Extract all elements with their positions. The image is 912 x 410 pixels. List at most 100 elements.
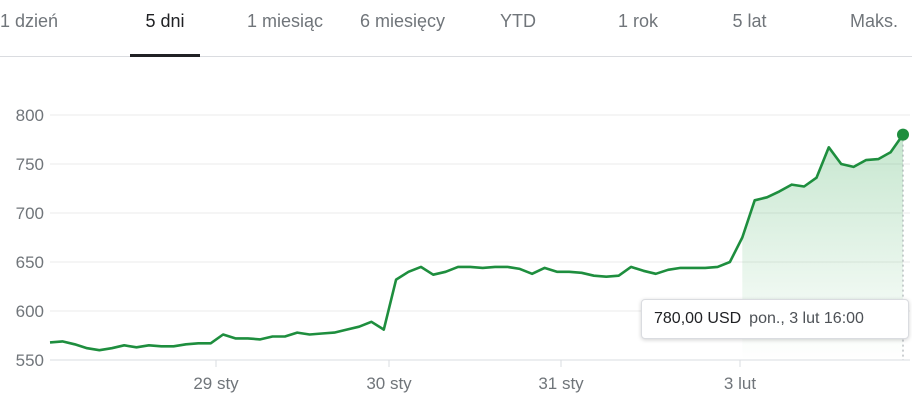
data-point — [457, 266, 459, 268]
x-tick-label: 30 sty — [366, 374, 412, 393]
tab-0[interactable]: 1 dzień — [0, 0, 59, 56]
data-point — [679, 267, 681, 269]
data-point — [593, 275, 595, 277]
data-point — [531, 273, 533, 275]
tab-label: 1 miesiąc — [246, 11, 324, 31]
data-point — [840, 163, 842, 165]
price-line — [49, 133, 905, 352]
tab-label: 5 dni — [145, 11, 185, 31]
data-point — [197, 342, 199, 344]
data-point — [86, 347, 88, 349]
data-point — [395, 278, 397, 280]
tab-3[interactable]: 6 miesięcy — [350, 0, 455, 56]
data-point — [630, 266, 632, 268]
x-tick-label: 31 sty — [538, 374, 584, 393]
tooltip-datetime: pon., 3 lut 16:00 — [749, 310, 864, 327]
data-point — [815, 177, 817, 179]
tab-6[interactable]: 5 lat — [712, 0, 787, 56]
x-tick-label: 3 lut — [724, 374, 756, 393]
data-point — [828, 146, 830, 148]
data-point — [333, 331, 335, 333]
data-point — [580, 272, 582, 274]
data-point — [741, 236, 743, 238]
data-point — [469, 266, 471, 268]
price-chart: 550 600 650 700 750 800 29 sty 30 sty 31 sty 3 l… — [16, 106, 910, 393]
y-tick-label: 750 — [16, 155, 44, 174]
data-point — [321, 332, 323, 334]
tab-5[interactable]: 1 rok — [598, 0, 678, 56]
data-point — [877, 158, 879, 160]
data-point — [655, 273, 657, 275]
data-point — [803, 185, 805, 187]
data-point — [667, 269, 669, 271]
data-point — [259, 338, 261, 340]
data-point — [729, 261, 731, 263]
tab-label: 6 miesięcy — [359, 11, 446, 31]
y-tick-label: 600 — [16, 302, 44, 321]
data-point — [865, 159, 867, 161]
data-point — [358, 325, 360, 327]
data-point — [49, 341, 51, 343]
data-point — [432, 274, 434, 276]
data-point — [766, 196, 768, 198]
data-point — [605, 276, 607, 278]
tab-2[interactable]: 1 miesiąc — [230, 0, 340, 56]
data-point — [556, 271, 558, 273]
data-point — [74, 343, 76, 345]
tab-1[interactable]: 5 dni — [130, 0, 200, 57]
price-tooltip: 780,00 USD pon., 3 lut 16:00 — [641, 299, 909, 339]
data-point — [370, 321, 372, 323]
tooltip-price: 780,00 USD — [654, 310, 742, 327]
data-point — [716, 266, 718, 268]
data-point — [98, 349, 100, 351]
data-point — [222, 333, 224, 335]
data-point — [135, 346, 137, 348]
tab-label: 5 lat — [732, 11, 767, 31]
data-point — [383, 328, 385, 330]
y-tick-label: 700 — [16, 204, 44, 223]
data-point — [568, 271, 570, 273]
data-point — [617, 275, 619, 277]
tab-label: 1 dzień — [0, 11, 59, 31]
tab-4[interactable]: YTD — [478, 0, 558, 56]
data-point — [160, 345, 162, 347]
tab-label: YTD — [500, 11, 536, 31]
y-tick-label: 550 — [16, 351, 44, 370]
data-point — [444, 271, 446, 273]
data-point — [852, 166, 854, 168]
y-tick-label: 800 — [16, 106, 44, 125]
data-point — [284, 335, 286, 337]
data-point — [420, 266, 422, 268]
last-price-dot[interactable] — [897, 128, 909, 141]
data-point — [61, 340, 63, 342]
data-point — [308, 333, 310, 335]
data-point — [234, 337, 236, 339]
tab-label: 1 rok — [617, 11, 659, 31]
data-point — [519, 268, 521, 270]
data-point — [481, 267, 483, 269]
active-tab-underline — [130, 54, 200, 57]
data-point — [172, 345, 174, 347]
tab-7[interactable]: Maks. — [836, 0, 912, 56]
data-point — [753, 199, 755, 201]
time-range-tabs: 1 dzień 5 dni 1 miesiąc 6 miesięcy YTD 1 rok 5… — [0, 0, 912, 57]
data-point — [704, 267, 706, 269]
data-point — [111, 347, 113, 349]
data-point — [791, 183, 793, 185]
x-axis-ticks: 29 sty 30 sty 31 sty 3 lut — [193, 360, 756, 393]
data-point — [778, 190, 780, 192]
tab-label: Maks. — [849, 11, 898, 31]
y-tick-label: 650 — [16, 253, 44, 272]
data-point — [506, 266, 508, 268]
data-point — [210, 342, 212, 344]
data-point — [296, 331, 298, 333]
data-point — [148, 344, 150, 346]
data-point — [902, 133, 904, 135]
data-point — [494, 266, 496, 268]
data-point — [123, 344, 125, 346]
data-point — [642, 270, 644, 272]
data-point — [247, 337, 249, 339]
y-axis-labels: 550 600 650 700 750 800 — [16, 106, 44, 370]
data-point — [345, 328, 347, 330]
data-point — [543, 267, 545, 269]
